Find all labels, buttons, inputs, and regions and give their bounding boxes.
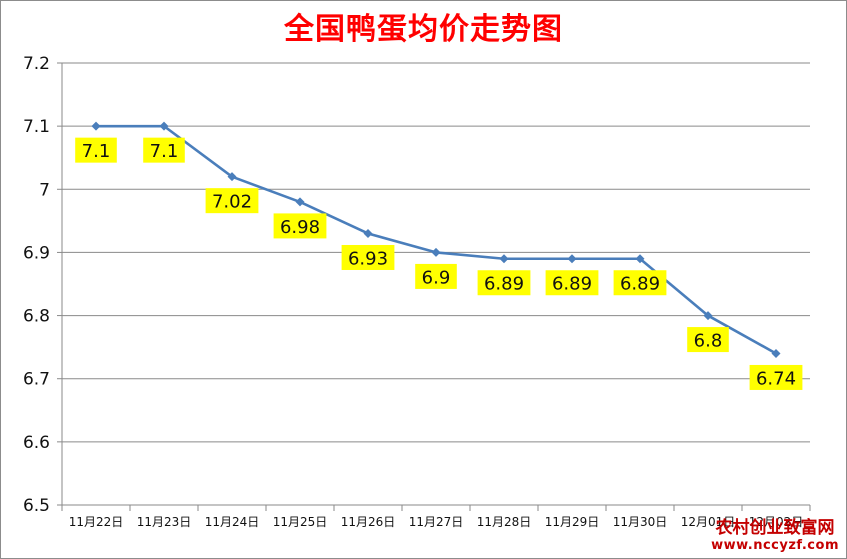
- x-tick-label: 11月23日: [137, 515, 192, 529]
- x-tick-label: 11月28日: [477, 515, 532, 529]
- y-tick-label: 6.7: [23, 370, 50, 390]
- data-point: [295, 197, 305, 207]
- x-tick-label: 11月24日: [205, 515, 260, 529]
- y-axis-ticks: 6.5 6.6 6.7 6.8 6.9 7 7.1 7.2: [23, 54, 50, 516]
- y-tick-label: 6.9: [23, 243, 50, 263]
- x-tick-label: 11月22日: [69, 515, 124, 529]
- y-tick-label: 7.1: [23, 117, 50, 137]
- data-label-bg: [75, 137, 117, 163]
- data-label-bg: [477, 270, 531, 296]
- x-tick-label: 12月02日: [749, 515, 804, 529]
- data-point: [91, 121, 101, 131]
- series-line: [91, 121, 781, 358]
- site-watermark: 农村创业致富网 www.nccyzf.com: [711, 518, 839, 554]
- series-line-path: [96, 124, 777, 355]
- data-point: [159, 121, 169, 131]
- data-label-bg: [415, 263, 457, 289]
- data-point: [431, 247, 441, 257]
- data-label: 6.89: [484, 274, 524, 295]
- data-label-bg: [273, 213, 327, 239]
- x-axis: 11月22日 11月23日 11月24日 11月25日 11月26日 11月27日 11月2…: [61, 505, 811, 529]
- data-label: 6.93: [348, 248, 388, 269]
- watermark-name: 农村创业致富网: [715, 518, 835, 538]
- data-label: 6.74: [756, 368, 796, 389]
- data-point: [703, 311, 713, 321]
- y-tick-label: 6.5: [23, 496, 50, 516]
- data-label: 6.89: [552, 274, 592, 295]
- data-point: [771, 348, 781, 358]
- data-labels: 7.1 7.1 7.02 6.98 6.93 6.9 6.89 6.89 6.89 6.8 6.74: [75, 137, 803, 390]
- data-label-bg: [143, 137, 185, 163]
- data-label: 6.98: [280, 217, 320, 238]
- data-point: [635, 254, 645, 264]
- data-label-bg: [545, 270, 599, 296]
- data-label-bg: [341, 244, 395, 270]
- chart-title: 全国鸭蛋均价走势图: [284, 12, 563, 47]
- data-label-bg: [749, 364, 803, 390]
- watermark-url: www.nccyzf.com: [711, 538, 839, 553]
- data-label-bg: [205, 188, 259, 214]
- x-tick-label: 12月01日: [681, 515, 736, 529]
- y-tick-label: 6.8: [23, 307, 50, 327]
- data-label-bg: [687, 327, 729, 353]
- x-tick-label: 11月25日: [273, 515, 328, 529]
- data-label: 7.1: [150, 141, 179, 162]
- data-label: 6.89: [620, 274, 660, 295]
- x-tick-label: 11月30日: [613, 515, 668, 529]
- data-point: [499, 254, 509, 264]
- data-point: [567, 254, 577, 264]
- data-label: 6.9: [422, 267, 451, 288]
- data-label-bg: [613, 270, 667, 296]
- gridlines: [57, 62, 810, 506]
- x-tick-label: 11月29日: [545, 515, 600, 529]
- y-tick-label: 7.2: [23, 54, 50, 74]
- data-point: [363, 228, 373, 238]
- data-label: 6.8: [694, 331, 723, 352]
- y-tick-label: 6.6: [23, 433, 50, 453]
- x-tick-label: 11月26日: [341, 515, 396, 529]
- x-tick-label: 11月27日: [409, 515, 464, 529]
- y-tick-label: 7: [39, 180, 50, 200]
- data-point: [227, 172, 237, 182]
- data-label: 7.1: [82, 141, 111, 162]
- data-label: 7.02: [212, 192, 252, 213]
